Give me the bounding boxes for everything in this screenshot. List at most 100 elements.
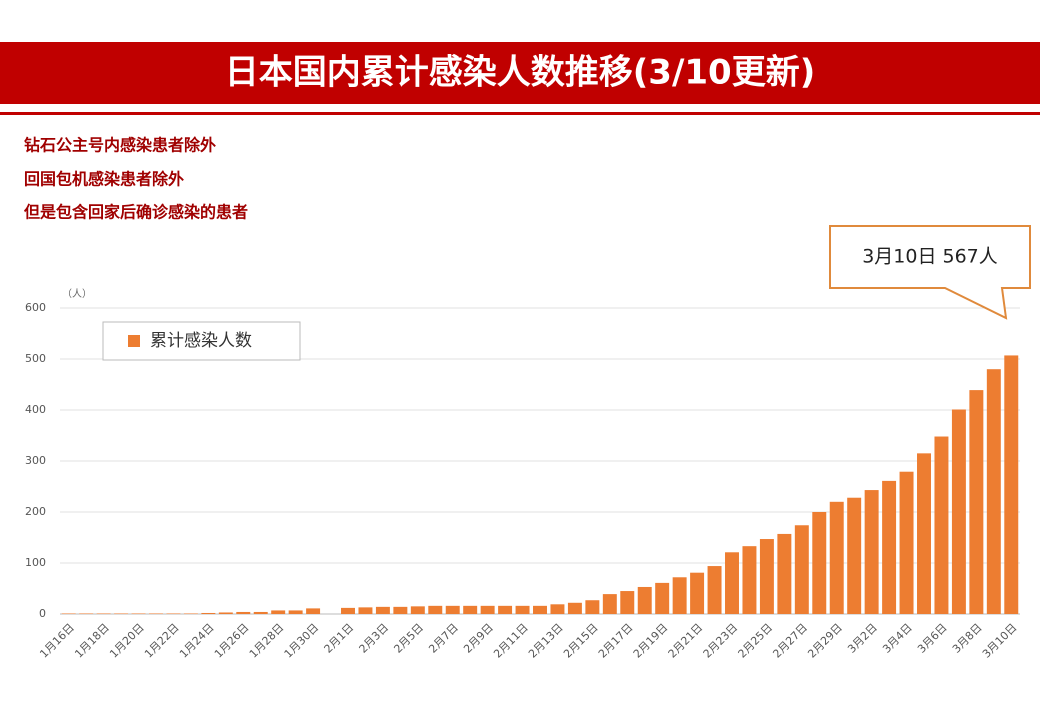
bar bbox=[759, 539, 774, 614]
bar bbox=[61, 613, 76, 614]
bar bbox=[96, 613, 111, 614]
x-tick-label: 2月13日 bbox=[526, 621, 566, 661]
title-banner bbox=[0, 42, 1040, 104]
bar bbox=[341, 607, 355, 614]
bar bbox=[602, 594, 617, 614]
x-tick-label: 3月2日 bbox=[845, 621, 880, 656]
x-tick-label: 2月15日 bbox=[561, 621, 601, 661]
x-tick-label: 1月28日 bbox=[247, 621, 287, 661]
chart-title: 日本国内累计感染人数推移(3/10更新) bbox=[225, 53, 815, 93]
y-tick-label: 300 bbox=[25, 454, 46, 467]
bar bbox=[655, 582, 670, 614]
bar bbox=[480, 605, 495, 614]
bar bbox=[393, 606, 408, 614]
x-tick-label: 2月9日 bbox=[461, 621, 496, 656]
bar bbox=[794, 525, 809, 614]
bar bbox=[951, 409, 966, 614]
bar bbox=[637, 586, 652, 614]
bar bbox=[812, 512, 827, 614]
bar bbox=[567, 602, 582, 614]
bar bbox=[742, 546, 757, 614]
bar bbox=[672, 577, 687, 614]
bar bbox=[358, 607, 373, 614]
x-tick-label: 2月5日 bbox=[391, 621, 426, 656]
bar bbox=[899, 471, 914, 614]
y-tick-label: 400 bbox=[25, 403, 46, 416]
bar bbox=[725, 552, 739, 614]
note: 但是包含回家后确诊感染的患者 bbox=[24, 203, 248, 222]
y-tick-label: 200 bbox=[25, 505, 46, 518]
legend: 累计感染人数 bbox=[102, 321, 301, 361]
bar bbox=[375, 606, 390, 614]
x-tick-label: 2月17日 bbox=[596, 621, 636, 661]
bar bbox=[498, 605, 513, 614]
x-tick-label: 1月30日 bbox=[282, 621, 322, 661]
bar bbox=[410, 606, 425, 614]
annotation: 3月10日 567人 bbox=[862, 246, 998, 268]
x-tick-label: 2月3日 bbox=[357, 621, 392, 656]
bar bbox=[882, 480, 897, 614]
bar bbox=[934, 436, 949, 614]
x-tick-label: 3月6日 bbox=[915, 621, 950, 656]
y-tick-label: 0 bbox=[39, 607, 46, 620]
y-tick-label: 100 bbox=[25, 556, 46, 569]
x-tick-label: 2月7日 bbox=[426, 621, 461, 656]
bar bbox=[986, 369, 1001, 614]
bar bbox=[917, 453, 931, 614]
title-rule bbox=[0, 112, 1040, 115]
x-tick-label: 2月21日 bbox=[666, 621, 706, 661]
bar bbox=[253, 611, 268, 614]
x-tick-label: 2月27日 bbox=[770, 621, 810, 661]
bar bbox=[847, 497, 862, 614]
bar bbox=[620, 591, 635, 614]
legend-label: 累计感染人数 bbox=[150, 331, 252, 351]
bar bbox=[690, 572, 705, 614]
bar bbox=[550, 604, 565, 614]
bar bbox=[79, 613, 94, 614]
x-tick-label: 1月22日 bbox=[142, 621, 182, 661]
bar bbox=[114, 613, 129, 614]
bar bbox=[864, 490, 879, 614]
bar bbox=[777, 533, 792, 614]
x-tick-label: 2月1日 bbox=[322, 621, 357, 656]
bar bbox=[236, 611, 251, 614]
bar bbox=[183, 613, 198, 614]
bar bbox=[515, 605, 530, 614]
bar bbox=[288, 610, 303, 614]
bar bbox=[201, 612, 216, 614]
x-tick-label: 2月25日 bbox=[736, 621, 776, 661]
x-tick-label: 2月19日 bbox=[631, 621, 671, 661]
bar bbox=[1004, 355, 1019, 614]
bar bbox=[463, 605, 478, 614]
x-tick-label: 2月23日 bbox=[701, 621, 741, 661]
bar bbox=[829, 501, 844, 614]
y-tick-label: 600 bbox=[25, 301, 46, 314]
x-tick-label: 1月20日 bbox=[107, 621, 147, 661]
bar bbox=[445, 605, 460, 614]
x-tick-label: 2月29日 bbox=[805, 621, 845, 661]
x-tick-label: 1月16日 bbox=[37, 621, 77, 661]
bar bbox=[166, 613, 181, 614]
y-unit: （人） bbox=[62, 288, 92, 300]
bar bbox=[271, 610, 286, 614]
x-tick-label: 3月4日 bbox=[880, 621, 915, 656]
bar bbox=[306, 608, 321, 614]
y-tick-label: 500 bbox=[25, 352, 46, 365]
x-tick-label: 1月24日 bbox=[177, 621, 217, 661]
callout bbox=[829, 225, 1031, 320]
x-tick-label: 1月18日 bbox=[72, 621, 112, 661]
bar bbox=[218, 612, 233, 614]
legend-swatch bbox=[128, 335, 140, 347]
x-tick-label: 2月11日 bbox=[491, 621, 531, 661]
note: 回国包机感染患者除外 bbox=[24, 170, 184, 189]
note: 钻石公主号内感染患者除外 bbox=[24, 136, 216, 155]
bar bbox=[533, 605, 547, 614]
bar bbox=[969, 390, 984, 614]
bar bbox=[585, 600, 600, 614]
bar bbox=[707, 566, 722, 614]
x-tick-label: 3月10日 bbox=[980, 621, 1020, 661]
x-tick-label: 3月8日 bbox=[950, 621, 985, 656]
bar bbox=[149, 613, 163, 614]
bar bbox=[131, 613, 146, 614]
